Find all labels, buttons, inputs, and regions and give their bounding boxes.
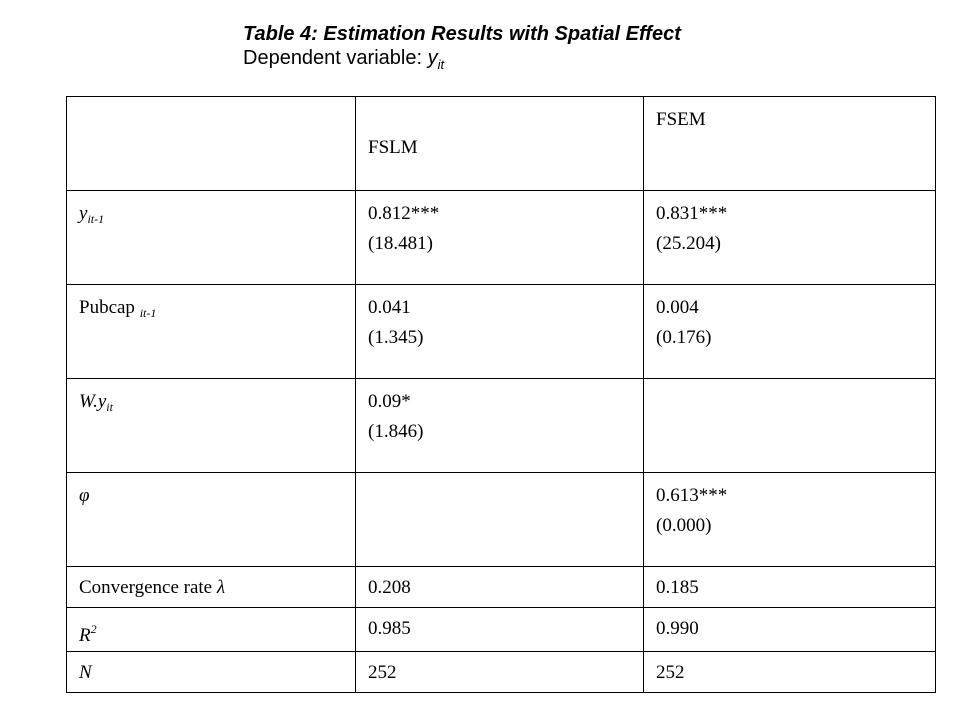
row-label-spatial-lag: W.yit	[66, 378, 356, 473]
row-label-n: N	[66, 651, 356, 693]
cell-fsem-r-squared: 0.990	[643, 607, 936, 652]
table-row-phi: φ 0.613*** (0.000)	[66, 472, 936, 567]
table-row-lagged-y: yit-1 0.812*** (18.481) 0.831*** (25.204)	[66, 190, 936, 285]
cell-fslm-spatial-lag: 0.09* (1.846)	[355, 378, 644, 473]
table-title: Table 4: Estimation Results with Spatial…	[243, 23, 681, 45]
header-cell-fsem: FSEM	[643, 96, 936, 191]
cell-fsem-convergence: 0.185	[643, 566, 936, 608]
dependent-variable-label: Dependent variable:	[243, 47, 428, 69]
row-label-r-squared: R2	[66, 607, 356, 652]
dependent-variable-subscript: it	[437, 57, 445, 72]
row-label-lagged-y: yit-1	[66, 190, 356, 285]
cell-fsem-phi: 0.613*** (0.000)	[643, 472, 936, 567]
cell-fsem-lagged-y: 0.831*** (25.204)	[643, 190, 936, 285]
row-label-phi: φ	[66, 472, 356, 567]
cell-fslm-phi	[355, 472, 644, 567]
dependent-variable-symbol: y	[427, 47, 438, 69]
header-cell-fslm: FSLM	[355, 96, 644, 191]
cell-fslm-n: 252	[355, 651, 644, 693]
cell-fsem-pubcap: 0.004 (0.176)	[643, 284, 936, 379]
cell-fslm-convergence: 0.208	[355, 566, 644, 608]
cell-fsem-n: 252	[643, 651, 936, 693]
cell-fsem-spatial-lag	[643, 378, 936, 473]
row-label-pubcap: Pubcap it-1	[66, 284, 356, 379]
phi-symbol: φ	[79, 485, 90, 506]
table-header-row: FSLM FSEM	[66, 96, 936, 191]
table-caption: Table 4: Estimation Results with Spatial…	[243, 22, 681, 77]
cell-fslm-pubcap: 0.041 (1.345)	[355, 284, 644, 379]
table-row-pubcap: Pubcap it-1 0.041 (1.345) 0.004 (0.176)	[66, 284, 936, 379]
table-row-spatial-lag: W.yit 0.09* (1.846)	[66, 378, 936, 473]
table-row-convergence: Convergence rate λ 0.208 0.185	[66, 566, 936, 608]
header-cell-blank	[66, 96, 356, 191]
results-table: FSLM FSEM yit-1 0.812*** (18.481) 0.831**…	[66, 96, 936, 693]
dependent-variable-line: Dependent variable: yit	[243, 46, 681, 77]
table-row-n: N 252 252	[66, 651, 936, 693]
cell-fslm-lagged-y: 0.812*** (18.481)	[355, 190, 644, 285]
cell-fslm-r-squared: 0.985	[355, 607, 644, 652]
table-row-r-squared: R2 0.985 0.990	[66, 607, 936, 652]
row-label-convergence: Convergence rate λ	[66, 566, 356, 608]
